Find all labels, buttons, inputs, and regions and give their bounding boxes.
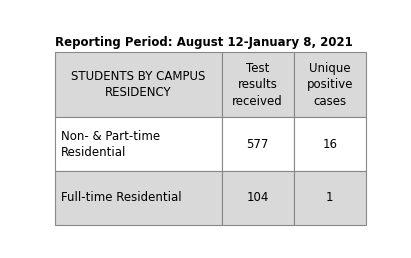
Bar (55, 117, 222, 171)
Text: STUDENTS BY CAMPUS
RESIDENCY: STUDENTS BY CAMPUS RESIDENCY (71, 70, 206, 99)
Text: Reporting Period: August 12-January 8, 2021: Reporting Period: August 12-January 8, 2… (55, 36, 353, 49)
Bar (55, 52, 222, 117)
Text: Non- & Part-time
Residential: Non- & Part-time Residential (61, 130, 160, 159)
Text: 1: 1 (326, 191, 334, 204)
Bar (222, 117, 293, 171)
Text: Test
results
received: Test results received (232, 62, 283, 108)
Bar (222, 52, 293, 117)
Text: 104: 104 (246, 191, 269, 204)
Bar (222, 171, 293, 225)
Bar (293, 52, 366, 117)
Bar (55, 171, 222, 225)
Bar (293, 117, 366, 171)
Text: 16: 16 (322, 138, 337, 151)
Bar (293, 171, 366, 225)
Text: Unique
positive
cases: Unique positive cases (307, 62, 353, 108)
Text: 577: 577 (246, 138, 269, 151)
Text: Full-time Residential: Full-time Residential (61, 191, 182, 204)
